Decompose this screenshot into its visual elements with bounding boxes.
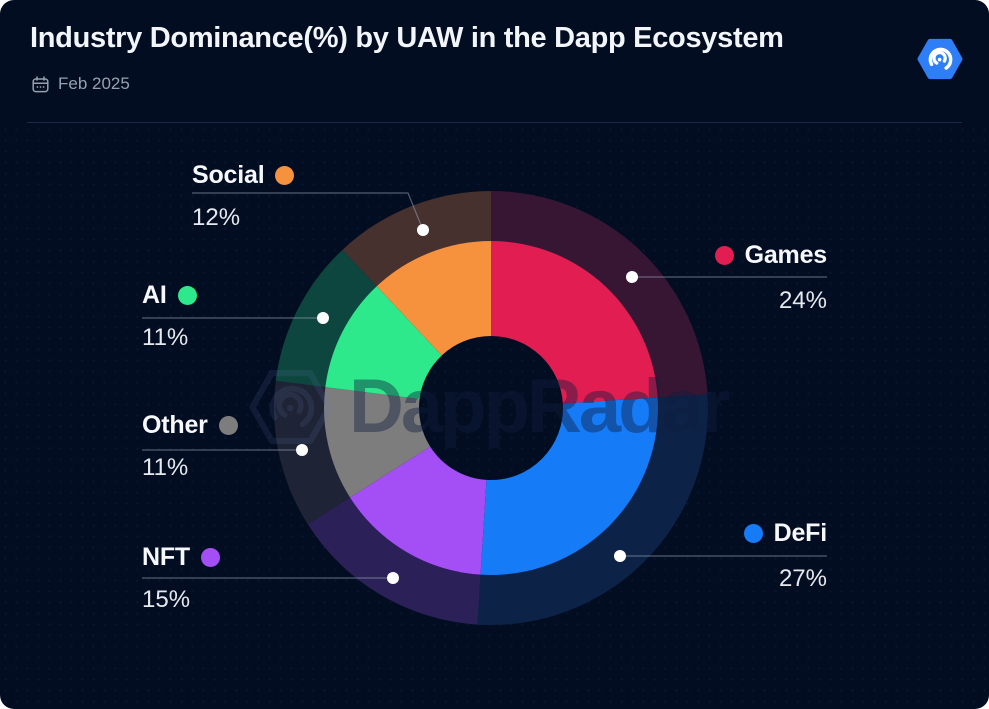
callout-nft: NFT 15% bbox=[142, 542, 220, 614]
legend-dot-other bbox=[218, 415, 238, 435]
slice-pct-games: 24% bbox=[778, 287, 827, 314]
callout-ai: AI 11% bbox=[142, 280, 197, 352]
callout-other: Other 11% bbox=[142, 410, 238, 482]
period-row: Feb 2025 bbox=[32, 74, 130, 94]
legend-dot-social bbox=[275, 165, 295, 185]
dappradar-logo[interactable] bbox=[917, 36, 963, 82]
slice-label-social: Social bbox=[192, 160, 265, 189]
header-divider bbox=[27, 122, 962, 123]
page-title: Industry Dominance(%) by UAW in the Dapp… bbox=[30, 22, 784, 54]
slice-label-defi: DeFi bbox=[773, 518, 828, 547]
slice-pct-other: 11% bbox=[142, 454, 189, 481]
donut-chart bbox=[274, 191, 708, 625]
legend-dot-nft bbox=[201, 547, 220, 567]
slice-label-other: Other bbox=[142, 410, 208, 439]
slice-label-nft: NFT bbox=[142, 542, 190, 571]
callout-social: Social 12% bbox=[192, 160, 295, 232]
period-label: Feb 2025 bbox=[58, 74, 130, 93]
slice-pct-social: 12% bbox=[192, 204, 241, 231]
slice-pct-defi: 27% bbox=[778, 565, 827, 592]
legend-dot-ai bbox=[177, 285, 197, 305]
calendar-icon bbox=[32, 75, 49, 92]
callout-games: Games 24% bbox=[714, 240, 828, 315]
slice-label-ai: AI bbox=[142, 280, 167, 309]
legend-dot-defi bbox=[743, 523, 763, 543]
slice-pct-ai: 11% bbox=[142, 324, 189, 351]
legend-dot-games bbox=[714, 245, 734, 265]
callout-defi: DeFi 27% bbox=[743, 518, 828, 593]
slice-pct-nft: 15% bbox=[142, 586, 191, 613]
slice-label-games: Games bbox=[744, 240, 828, 269]
